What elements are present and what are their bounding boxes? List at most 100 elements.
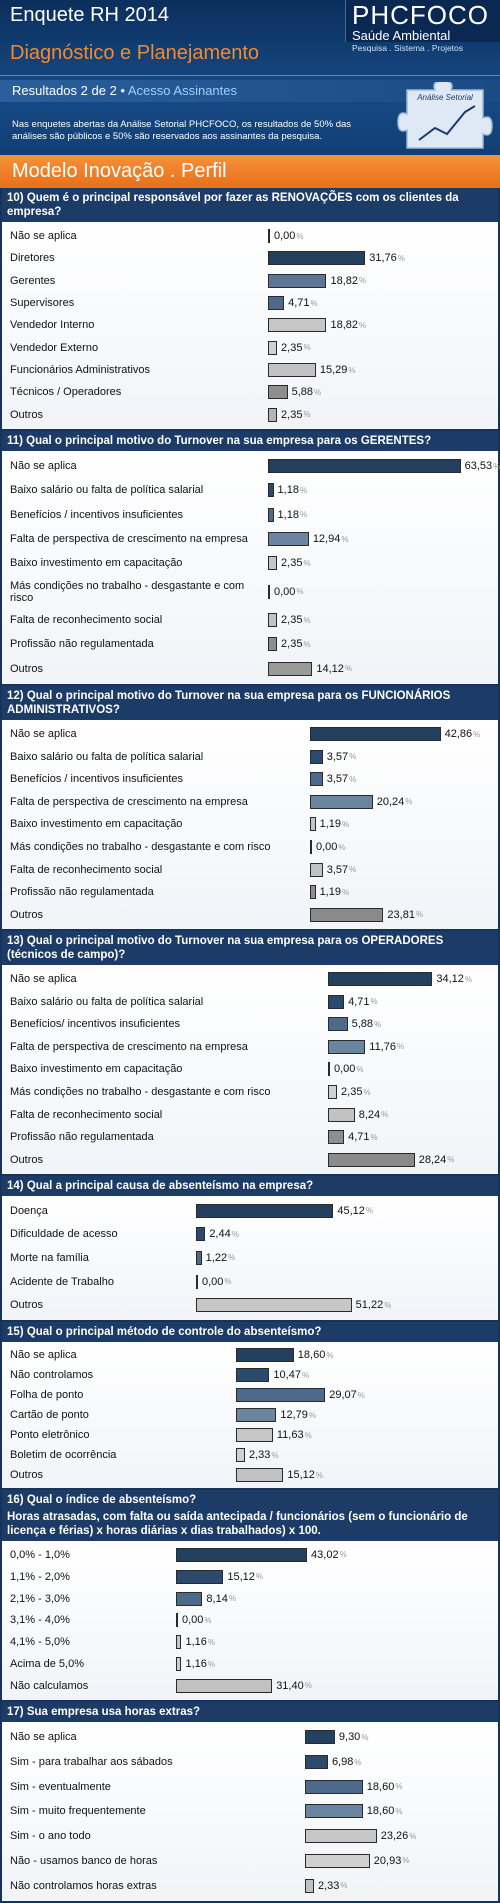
value-label: 8,24 (358, 1108, 381, 1121)
bar-row: Más condições no trabalho - desgastante … (2, 839, 498, 855)
value-label: 1,22 (205, 1251, 228, 1264)
bar (310, 907, 384, 922)
value-label: 18,60 (366, 1805, 395, 1818)
value-label: 4,71 (348, 995, 370, 1008)
bar-row: Acidente de Trabalho 0,00% (2, 1274, 498, 1290)
bar-row: Profissão não regulamentada 1,19% (2, 884, 498, 900)
chart-title: 12) Qual o principal motivo do Turnover … (2, 686, 498, 720)
category-label: Baixo salário ou falta de política salar… (10, 995, 204, 1008)
value-unit: % (303, 639, 311, 649)
category-label: Supervisores (10, 297, 75, 310)
category-label: Outros (10, 1153, 44, 1166)
value-unit: % (381, 1110, 389, 1120)
value-unit: % (397, 253, 405, 263)
bar (268, 613, 278, 628)
value-unit: % (308, 1410, 317, 1420)
bar (196, 1298, 352, 1313)
category-label: Dificuldade de acesso (10, 1228, 118, 1241)
results: Resultados 2 de 2 • (12, 83, 125, 98)
value-label: 0,00 (182, 1614, 204, 1627)
category-label: Benefícios / incentivos insuficientes (10, 508, 184, 521)
value-unit: % (207, 1659, 216, 1669)
bar-row: Outros 28,24% (2, 1152, 498, 1168)
value-unit: % (363, 1087, 371, 1097)
bar-row: Não se aplica 63,53% (2, 458, 500, 474)
chart-section: 17) Sua empresa usa horas extras? Não se … (0, 1702, 500, 1903)
bar-row: Falta de reconhecimento social 2,35% (2, 612, 498, 628)
value-unit: % (303, 615, 311, 625)
bar-row: Funcionários Administrativos 15,29% (2, 362, 498, 378)
value-label: 10,47 (273, 1369, 301, 1381)
brand: PHCFOCO (352, 0, 489, 30)
category-label: Benefícios/ incentivos insuficientes (10, 1018, 180, 1031)
value-label: 15,12 (287, 1469, 315, 1481)
bar-row: Não - usamos banco de horas 20,93% (2, 1853, 498, 1869)
value-unit: % (354, 1757, 362, 1767)
category-label: Outros (10, 408, 44, 421)
category-label: Falta de perspectiva de crescimento na e… (10, 795, 248, 808)
category-label: 3,1% - 4,0% (10, 1614, 70, 1627)
bar (310, 794, 373, 809)
value-unit: % (271, 1450, 279, 1460)
value-unit: % (415, 910, 424, 920)
value-unit: % (405, 797, 413, 807)
chart-title: 10) Quem é o principal responsável por f… (2, 188, 498, 222)
value-unit: % (314, 387, 322, 397)
category-label: Gerentes (10, 274, 56, 287)
value-label: 28,24 (418, 1153, 447, 1166)
category-label: Morte na família (10, 1251, 89, 1264)
bar-row: Não se aplica 18,60% (2, 1347, 498, 1363)
bar (196, 1227, 206, 1242)
value-label: 18,82 (330, 319, 358, 332)
bar (176, 1657, 182, 1672)
category-label: Baixo investimento em capacitação (10, 818, 183, 831)
chart-section: 15) Qual o principal método de controle … (0, 1322, 500, 1490)
value-label: 9,30 (338, 1731, 361, 1744)
value-label: 2,35 (281, 638, 303, 651)
value-unit: % (348, 365, 356, 375)
bar (310, 862, 323, 877)
chart-section: 12) Qual o principal motivo do Turnover … (0, 686, 500, 931)
bar-row: 2,1% - 3,0% 8,14% (2, 1591, 498, 1607)
value-label: 18,82 (330, 274, 358, 287)
bar (268, 229, 270, 244)
value-label: 12,79 (280, 1409, 308, 1421)
chart-title: 11) Qual o principal motivo do Turnover … (2, 431, 498, 451)
category-label: Vendedor Interno (10, 319, 95, 332)
value-label: 2,35 (281, 614, 303, 627)
value-label: 42,86 (444, 728, 473, 741)
category-label: Baixo salário ou falta de política salar… (10, 750, 204, 763)
bar-rows: Não se aplica 34,12% Baixo salário ou falt… (2, 965, 498, 1174)
category-label: Profissão não regulamentada (10, 886, 154, 899)
category-label: Não controlamos horas extras (10, 1879, 157, 1892)
bar (176, 1678, 273, 1693)
category-label: Cartão de ponto (10, 1409, 89, 1421)
bar-row: Vendedor Interno 18,82% (2, 317, 498, 333)
value-label: 11,76 (369, 1040, 396, 1053)
bar (310, 727, 441, 742)
value-label: 0,00 (274, 585, 296, 598)
bar-row: Não controlamos horas extras 2,33% (2, 1878, 498, 1894)
value-label: 20,24 (376, 795, 405, 808)
value-label: 0,00 (316, 841, 338, 853)
puzzle-logo: Análise Setorial (397, 82, 493, 149)
value-label: 15,29 (319, 364, 348, 377)
category-label: Falta de perspectiva de crescimento na e… (10, 1040, 248, 1053)
access: Acesso Assinantes (127, 83, 237, 98)
chart-section: 11) Qual o principal motivo do Turnover … (0, 431, 500, 686)
bar (268, 363, 316, 378)
category-label: Funcionários Administrativos (10, 364, 151, 377)
value-label: 4,71 (288, 297, 310, 310)
value-unit: % (341, 534, 349, 544)
bar (236, 1448, 245, 1462)
bar-row: Técnicos / Operadores 5,88% (2, 384, 498, 400)
bar (268, 318, 327, 333)
bar-row: Falta de perspectiva de crescimento na e… (2, 1039, 498, 1055)
bar (268, 483, 274, 498)
value-label: 0,00 (334, 1063, 356, 1076)
badge: Análise Setorial (416, 93, 473, 102)
bar-row: 3,1% - 4,0% 0,00% (2, 1612, 498, 1628)
value-unit: % (340, 1881, 348, 1891)
category-label: Acidente de Trabalho (10, 1275, 114, 1288)
value-unit: % (296, 231, 304, 241)
